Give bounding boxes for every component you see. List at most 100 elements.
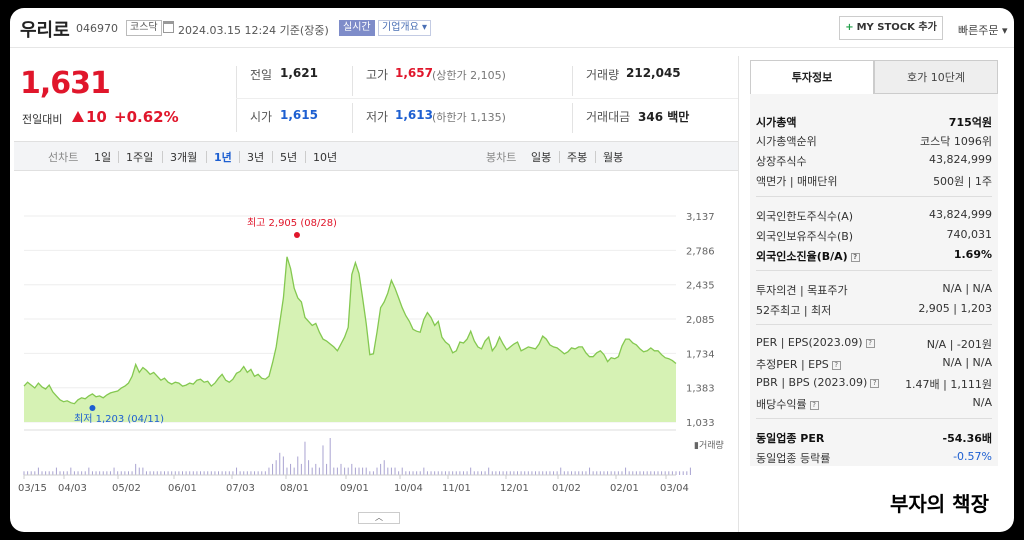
- x-tick-label: 09/01: [340, 483, 369, 494]
- help-icon[interactable]: ?: [865, 338, 875, 348]
- volume-bar: [239, 471, 241, 475]
- market-cap-row: 시가총액 715억원: [756, 112, 992, 130]
- info-value: 43,824,999: [929, 208, 992, 221]
- x-tick-label: 05/02: [112, 483, 141, 494]
- help-icon[interactable]: ?: [831, 360, 841, 370]
- volume-bar: [531, 471, 533, 475]
- volume-bar: [293, 467, 295, 475]
- candle-chart-label: 봉차트: [486, 151, 517, 164]
- x-tick-label: 02/01: [610, 483, 639, 494]
- tab-investment-info[interactable]: 투자정보: [750, 60, 874, 94]
- tab-1y[interactable]: 1년: [214, 151, 232, 164]
- volume-bar: [214, 471, 216, 475]
- divider: [572, 103, 573, 133]
- y-tick-label: 3,137: [686, 212, 715, 223]
- foreign-ratio-row: 외국인소진율(B/A)? 1.69%: [756, 246, 992, 264]
- company-overview-dropdown[interactable]: 기업개요 ▾: [378, 20, 431, 36]
- volume-bar: [426, 471, 428, 475]
- volume-bar: [138, 467, 140, 475]
- tab-1w[interactable]: 1주일: [126, 151, 154, 164]
- volume-bar: [520, 471, 522, 475]
- volume-bar: [297, 456, 299, 475]
- volume-bar: [571, 471, 573, 475]
- volume-bar: [27, 471, 29, 475]
- volume-bar: [81, 471, 83, 475]
- realtime-button[interactable]: 실시간: [339, 20, 375, 36]
- pbr-row: PBR | BPS (2023.09)? 1.47배 | 1,111원: [756, 374, 992, 392]
- volume-bar: [455, 471, 457, 475]
- volume-bar: [560, 467, 562, 475]
- tab-10y[interactable]: 10년: [313, 151, 338, 164]
- volume-bar: [646, 471, 648, 475]
- volume-bar: [462, 471, 464, 475]
- help-icon[interactable]: ?: [809, 400, 819, 410]
- market-badge: 코스닥: [126, 20, 162, 36]
- separator: [595, 151, 596, 163]
- volume-legend: ▮거래량: [694, 439, 724, 451]
- quick-order-dropdown[interactable]: 빠른주문 ▾: [958, 24, 1008, 37]
- chart-period-tabs: 선차트 1일 1주일 3개월 1년 3년 5년 10년 봉차트 일봉 주봉 월봉: [14, 141, 739, 171]
- y-tick-label: 2,085: [686, 315, 715, 326]
- volume-bar: [257, 471, 259, 475]
- upper-limit: (상한가 2,105): [432, 69, 506, 82]
- y-tick-label: 1,734: [686, 349, 715, 360]
- tab-order-book[interactable]: 호가 10단계: [874, 60, 998, 94]
- volume-bar: [84, 471, 86, 475]
- amount-value: 346 백만: [638, 110, 690, 124]
- y-tick-label: 1,383: [686, 384, 715, 395]
- info-value: 1.47배 | 1,111원: [905, 378, 992, 391]
- volume-bar: [380, 463, 382, 475]
- volume-bar: [657, 471, 659, 475]
- add-my-stock-button[interactable]: + MY STOCK 추가: [839, 16, 943, 40]
- tab-5y[interactable]: 5년: [280, 151, 298, 164]
- volume-bar: [290, 463, 292, 475]
- x-tick-label: 11/01: [442, 483, 471, 494]
- info-value: -0.57%: [953, 450, 992, 463]
- industry-rate-row[interactable]: 동일업종 등락률 -0.57%: [756, 448, 992, 466]
- volume-bar: [203, 471, 205, 475]
- rank-row[interactable]: 시가총액순위 코스닥 1096위: [756, 131, 992, 149]
- price-chart[interactable]: 3,137 2,786 2,435 2,085 1,734 1,383 1,033 최고 2,…: [14, 172, 739, 518]
- help-icon[interactable]: ?: [870, 378, 880, 388]
- price-line: [23, 256, 677, 405]
- volume-bar: [527, 471, 529, 475]
- volume-bar: [495, 471, 497, 475]
- x-tick-label: 03/04: [660, 483, 689, 494]
- volume-bar: [329, 438, 331, 475]
- quote-datetime: 2024.03.15 12:24 기준(장중): [178, 24, 329, 37]
- tab-weekly[interactable]: 주봉: [567, 151, 588, 164]
- separator: [272, 151, 273, 163]
- volume-label: 거래량: [586, 68, 620, 82]
- price-chart-svg: 3,137 2,786 2,435 2,085 1,734 1,383 1,033 최고 2,…: [18, 212, 724, 494]
- volume-bar: [45, 471, 47, 475]
- info-label: 52주최고 | 최저: [756, 304, 832, 317]
- volume-bar: [686, 471, 688, 475]
- volume-bar: [354, 467, 356, 475]
- volume-bar: [441, 471, 443, 475]
- divider: [756, 324, 992, 325]
- volume-bar: [131, 471, 133, 475]
- industry-per-row[interactable]: 동일업종 PER -54.36배: [756, 428, 992, 446]
- info-value: 1.69%: [953, 248, 992, 261]
- volume-bar: [390, 467, 392, 475]
- volume-bar: [430, 471, 432, 475]
- tab-3m[interactable]: 3개월: [170, 151, 198, 164]
- volume-bar: [689, 467, 691, 475]
- volume-bar: [279, 452, 281, 475]
- volume-bar: [196, 471, 198, 475]
- tab-3y[interactable]: 3년: [247, 151, 265, 164]
- tab-daily[interactable]: 일봉: [531, 151, 552, 164]
- collapse-chart-button[interactable]: ︿: [358, 512, 400, 524]
- volume-bar: [171, 471, 173, 475]
- foreign-hold-row: 외국인보유주식수(B) 740,031: [756, 226, 992, 244]
- volume-bar: [322, 445, 324, 475]
- volume-bar: [621, 471, 623, 475]
- volume-bar: [682, 471, 684, 475]
- tab-1d[interactable]: 1일: [94, 151, 112, 164]
- low-label: 저가: [366, 110, 389, 124]
- tab-monthly[interactable]: 월봉: [603, 151, 624, 164]
- info-tabs: 투자정보 호가 10단계: [750, 60, 998, 94]
- volume-bar: [607, 471, 609, 475]
- help-icon[interactable]: ?: [850, 252, 860, 262]
- volume-bar: [650, 471, 652, 475]
